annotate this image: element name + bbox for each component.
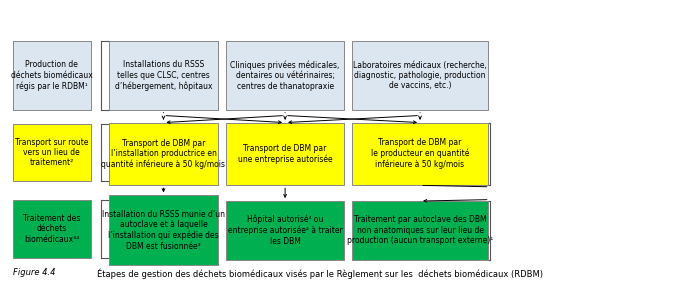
Text: Traitement par autoclave des DBM
non anatomiques sur leur lieu de
production (au: Traitement par autoclave des DBM non ana… [347,215,493,245]
FancyBboxPatch shape [352,41,487,110]
Text: Hôpital autorisé⁴ ou
entreprise autorisée⁴ à traiter
les DBM: Hôpital autorisé⁴ ou entreprise autorisé… [227,215,342,246]
Text: Installation du RSSS munie d’un
autoclave et à laquelle
l’installation qui expéd: Installation du RSSS munie d’un autoclav… [102,210,225,251]
Text: Transport de DBM par
l’installation productrice en
quantité inférieure à 50 kg/m: Transport de DBM par l’installation prod… [101,139,225,169]
FancyBboxPatch shape [352,123,487,185]
Text: Transport sur route
vers un lieu de
traitement²: Transport sur route vers un lieu de trai… [15,138,88,167]
Text: Étapes de gestion des déchets biomédicaux visés par le Règlement sur les  déchet: Étapes de gestion des déchets biomédicau… [97,268,543,278]
FancyBboxPatch shape [13,124,91,181]
Text: Transport de DBM par
le producteur en quantité
inférieure à 50 kg/mois: Transport de DBM par le producteur en qu… [371,139,469,169]
FancyBboxPatch shape [109,123,219,185]
Text: Production de
déchets biomédicaux
régis par le RDBM¹: Production de déchets biomédicaux régis … [11,60,92,91]
FancyBboxPatch shape [109,41,219,110]
Text: Cliniques privées médicales,
dentaires ou vétérinaires;
centres de thanatopraxie: Cliniques privées médicales, dentaires o… [230,60,340,91]
Text: Traitement des
déchets
biomédicaux³⁴: Traitement des déchets biomédicaux³⁴ [23,214,80,244]
FancyBboxPatch shape [109,195,219,265]
Text: Transport de DBM par
une entreprise autorisée: Transport de DBM par une entreprise auto… [238,144,332,164]
FancyBboxPatch shape [226,201,344,259]
Text: Laboratoires médicaux (recherche,
diagnostic, pathologie, production
de vaccins,: Laboratoires médicaux (recherche, diagno… [353,61,487,90]
FancyBboxPatch shape [226,41,344,110]
Text: Installations du RSSS
telles que CLSC, centres
d’hébergement, hôpitaux: Installations du RSSS telles que CLSC, c… [115,60,212,91]
FancyBboxPatch shape [226,123,344,185]
FancyBboxPatch shape [13,41,91,110]
FancyBboxPatch shape [13,200,91,258]
Text: Figure 4.4: Figure 4.4 [13,268,55,277]
FancyBboxPatch shape [352,201,487,259]
